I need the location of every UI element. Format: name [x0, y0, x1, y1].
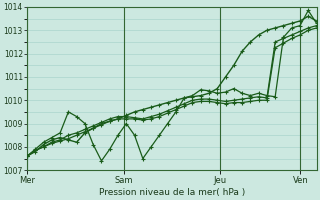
X-axis label: Pression niveau de la mer( hPa ): Pression niveau de la mer( hPa ) — [99, 188, 245, 197]
